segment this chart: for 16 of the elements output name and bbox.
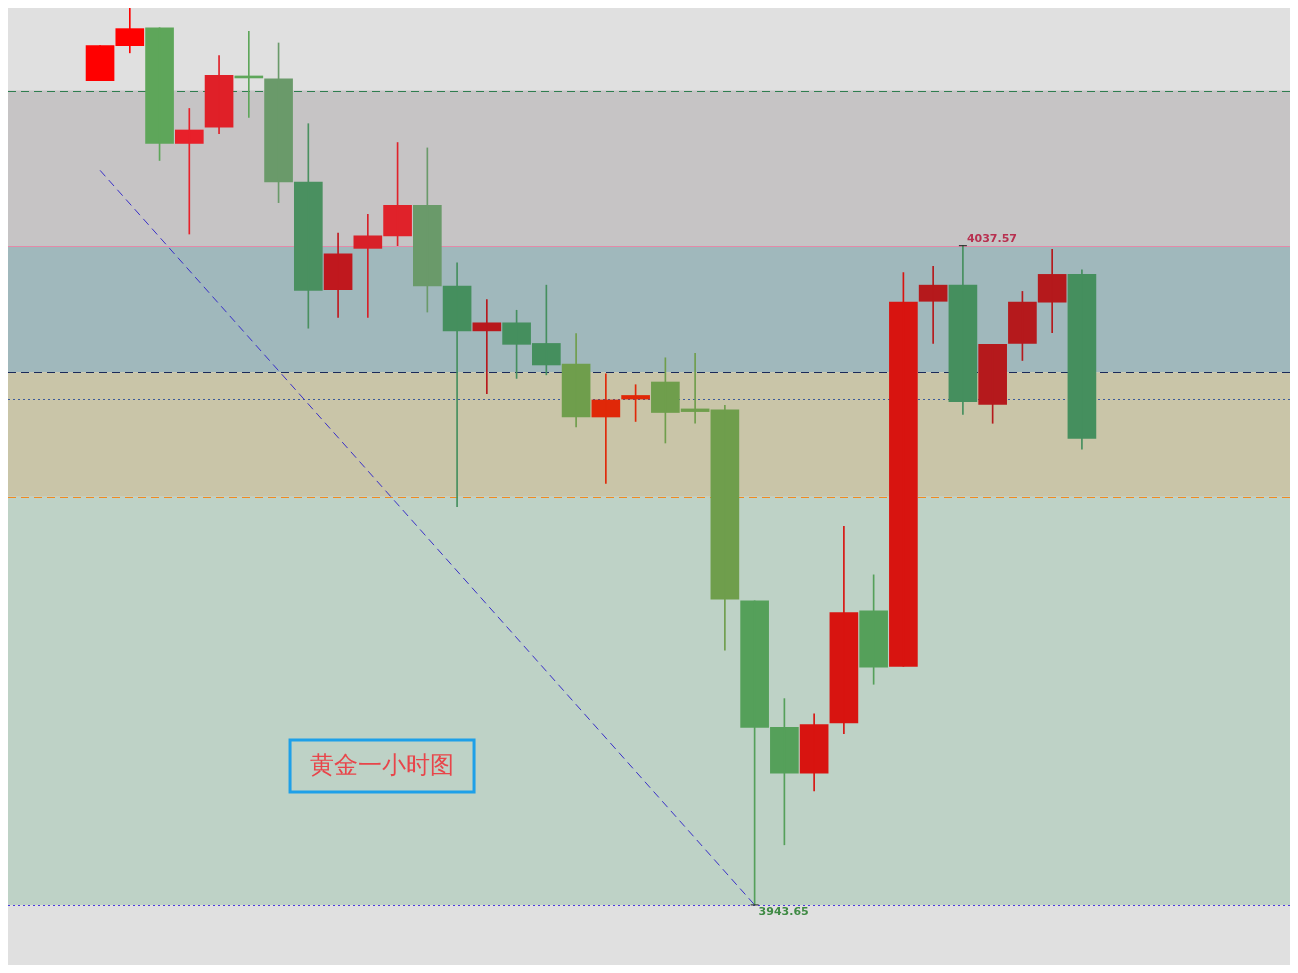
annotation: 3943.65 bbox=[758, 905, 809, 919]
candlestick bbox=[472, 299, 502, 394]
candlestick bbox=[204, 55, 234, 134]
candlestick bbox=[174, 108, 204, 235]
candlestick bbox=[442, 262, 472, 508]
candlestick bbox=[561, 333, 591, 428]
candlestick bbox=[918, 265, 948, 344]
candlestick bbox=[799, 713, 829, 792]
annotation: 4037.57 bbox=[966, 232, 1018, 246]
candlestick bbox=[948, 245, 978, 415]
candlestick bbox=[710, 405, 740, 651]
annotation: 黄金一小时图 bbox=[310, 751, 455, 780]
candlestick bbox=[293, 123, 323, 329]
candlestick bbox=[323, 232, 353, 318]
candlestick bbox=[829, 526, 859, 734]
candlestick bbox=[1067, 269, 1097, 450]
